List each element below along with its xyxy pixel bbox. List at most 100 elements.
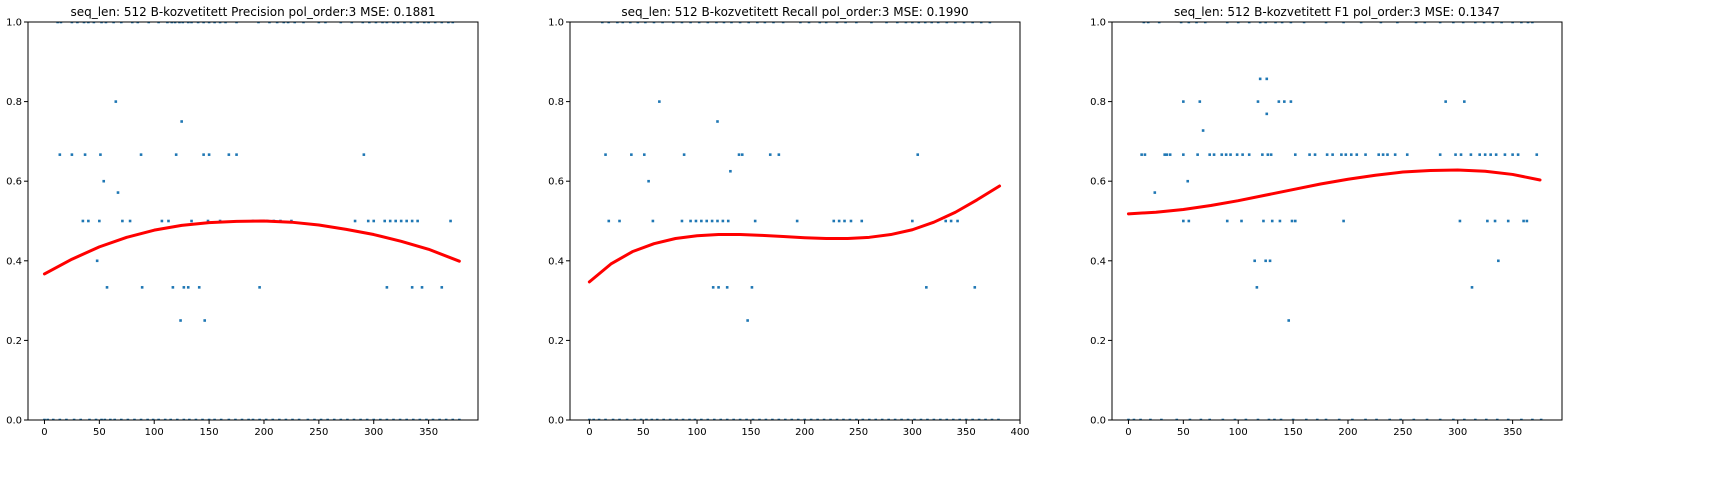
precision-data-point (65, 418, 68, 420)
precision-data-point (399, 219, 403, 223)
recall-data-point (688, 418, 691, 420)
f1-x-tick-label: 350 (1503, 427, 1522, 438)
precision-fit-curve (42, 219, 461, 276)
f1-data-point (1461, 22, 1465, 24)
f1-y-tick-label: 1.0 (1090, 18, 1106, 29)
recall-data-point (662, 418, 665, 420)
f1-data-point (1225, 22, 1229, 24)
recall-data-point (650, 418, 654, 420)
f1-data-point (1233, 418, 1237, 420)
recall-data-point (672, 22, 675, 24)
precision-data-point (196, 22, 200, 24)
precision-data-point (339, 418, 343, 420)
precision-data-point (235, 22, 238, 24)
recall-data-point (711, 286, 715, 289)
recall-y-tick-label: 1.0 (548, 18, 564, 29)
f1-data-point (1438, 22, 1442, 24)
precision-data-point (427, 22, 430, 24)
recall-data-point (756, 22, 759, 24)
precision-data-point (113, 418, 117, 420)
recall-x-tick-label: 350 (957, 427, 976, 438)
f1-data-point (1198, 100, 1202, 103)
precision-data-point (147, 22, 151, 24)
f1-data-point (1483, 153, 1487, 156)
precision-data-point (405, 418, 408, 420)
f1-data-point (1258, 22, 1262, 24)
recall-x-tick-label: 100 (687, 427, 706, 438)
precision-data-point (271, 418, 275, 420)
recall-data-point (904, 22, 908, 24)
f1-data-point (1221, 418, 1225, 420)
precision-data-point (76, 22, 79, 24)
recall-data-point (772, 22, 775, 24)
f1-data-point (1452, 22, 1455, 24)
recall-data-point (751, 418, 755, 420)
precision-data-point (58, 418, 62, 420)
recall-x-tick-label: 50 (637, 427, 650, 438)
f1-data-point (1526, 22, 1530, 24)
f1-data-point (1220, 153, 1224, 156)
precision-data-point (219, 418, 223, 420)
f1-data-point (1355, 153, 1359, 156)
recall-data-point (694, 219, 698, 223)
precision-data-point (46, 418, 50, 420)
recall-data-point (829, 418, 832, 420)
precision-data-point (372, 418, 376, 420)
f1-data-point (1279, 418, 1283, 420)
recall-data-point (936, 22, 940, 24)
precision-data-point (180, 120, 183, 123)
f1-data-point (1516, 153, 1520, 156)
f1-data-point (1253, 259, 1256, 263)
recall-data-point (807, 22, 811, 24)
recall-y-tick-label: 0.2 (548, 336, 564, 347)
recall-data-point (844, 22, 847, 24)
precision-data-point (359, 418, 362, 420)
f1-data-point (1473, 418, 1477, 420)
precision-data-point (51, 418, 55, 420)
precision-data-point (385, 286, 389, 289)
recall-data-point (753, 219, 757, 223)
f1-data-point (1277, 100, 1281, 103)
recall-data-point (930, 22, 934, 24)
recall-data-point (835, 418, 839, 420)
recall-x-tick-label: 0 (586, 427, 592, 438)
recall-data-point (618, 219, 621, 223)
recall-data-point (746, 319, 749, 322)
precision-data-point (70, 22, 74, 24)
precision-data-point (346, 418, 349, 420)
recall-y-tick-label: 0.8 (548, 97, 564, 108)
precision-data-point (116, 191, 120, 194)
precision-plot-area (42, 22, 461, 420)
recall-data-point (885, 22, 888, 24)
recall-data-point (625, 418, 629, 420)
f1-data-point (1364, 418, 1367, 420)
f1-data-point (1187, 22, 1191, 24)
recall-data-point (693, 418, 697, 420)
precision-panel: seq_len: 512 B-kozvetitett Precision pol… (6, 5, 479, 438)
f1-data-point (1497, 259, 1500, 263)
f1-data-point (1405, 153, 1409, 156)
precision-y-tick-label: 1.0 (6, 18, 22, 29)
recall-data-point (971, 22, 974, 24)
precision-y-tick-label: 0.6 (6, 177, 22, 188)
recall-data-point (651, 219, 655, 223)
recall-data-point (939, 418, 942, 420)
recall-panel: seq_len: 512 B-kozvetitett Recall pol_or… (548, 5, 1029, 438)
precision-data-point (433, 22, 437, 24)
recall-data-point (680, 22, 684, 24)
precision-data-point (234, 418, 237, 420)
precision-x-tick-label: 0 (41, 427, 47, 438)
precision-data-point (174, 153, 178, 156)
precision-data-point (130, 22, 134, 24)
precision-data-point (425, 418, 428, 420)
f1-data-point (1381, 153, 1385, 156)
recall-data-point (893, 418, 897, 420)
precision-data-point (70, 153, 74, 156)
recall-data-point (919, 418, 923, 420)
recall-data-point (618, 418, 621, 420)
recall-data-point (668, 418, 672, 420)
precision-data-point (56, 22, 59, 24)
precision-data-point (257, 22, 260, 24)
precision-data-point (381, 22, 384, 24)
f1-data-point (1278, 219, 1282, 223)
